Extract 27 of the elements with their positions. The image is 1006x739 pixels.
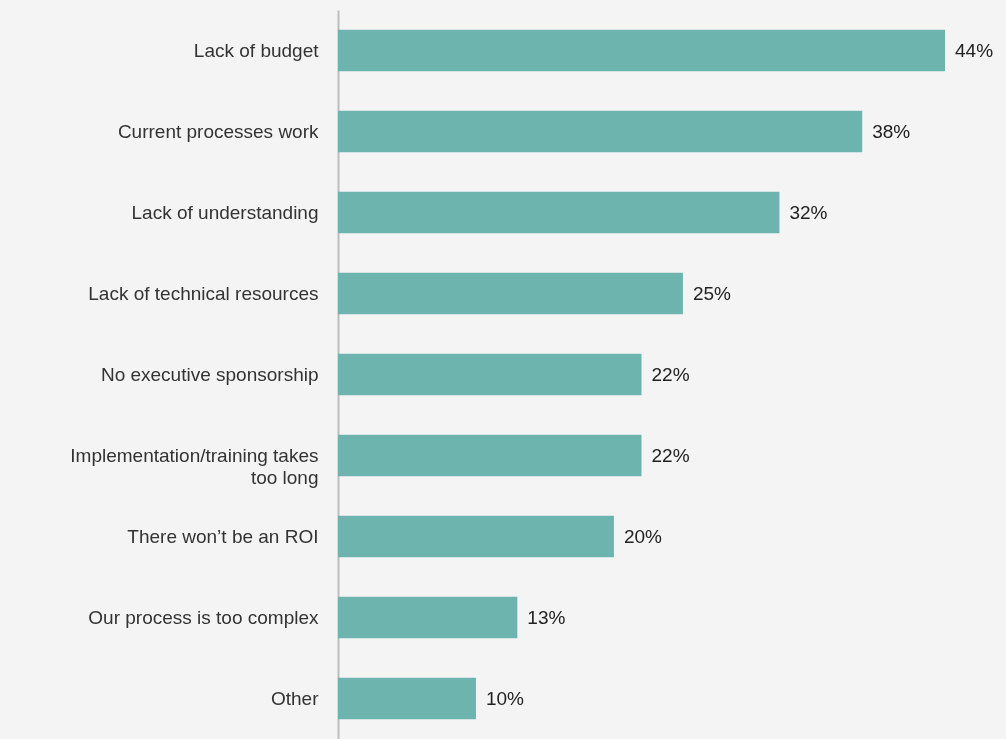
bar (338, 515, 614, 558)
data-label: 20% (623, 525, 663, 547)
bar (338, 272, 683, 315)
data-label: 22% (651, 363, 690, 385)
bar (338, 596, 518, 639)
data-label: 22% (651, 444, 690, 466)
y-tick-label: Our process is too complex (88, 606, 319, 628)
data-label: 32% (789, 201, 828, 223)
bar (338, 677, 476, 720)
y-tick-label: No executive sponsorship (100, 363, 319, 385)
y-tick-label: Other (270, 687, 320, 709)
bar (338, 29, 945, 72)
data-label: 38% (872, 120, 911, 142)
bar (338, 110, 863, 153)
y-tick-label: Lack of technical resources (88, 282, 319, 304)
y-tick-label: Lack of budget (193, 39, 320, 61)
data-label: 10% (485, 687, 525, 709)
bar (338, 191, 780, 234)
data-label: 25% (692, 282, 732, 304)
y-tick-label: Lack of understanding (131, 201, 319, 223)
data-label: 13% (527, 606, 566, 628)
bar (338, 434, 642, 477)
bar (338, 353, 642, 396)
y-tick-label: Implementation/training takes too long (70, 444, 319, 488)
data-label: 44% (955, 39, 994, 61)
y-tick-label: Current processes work (117, 120, 319, 142)
y-tick-label: There won’t be an ROI (127, 525, 319, 547)
